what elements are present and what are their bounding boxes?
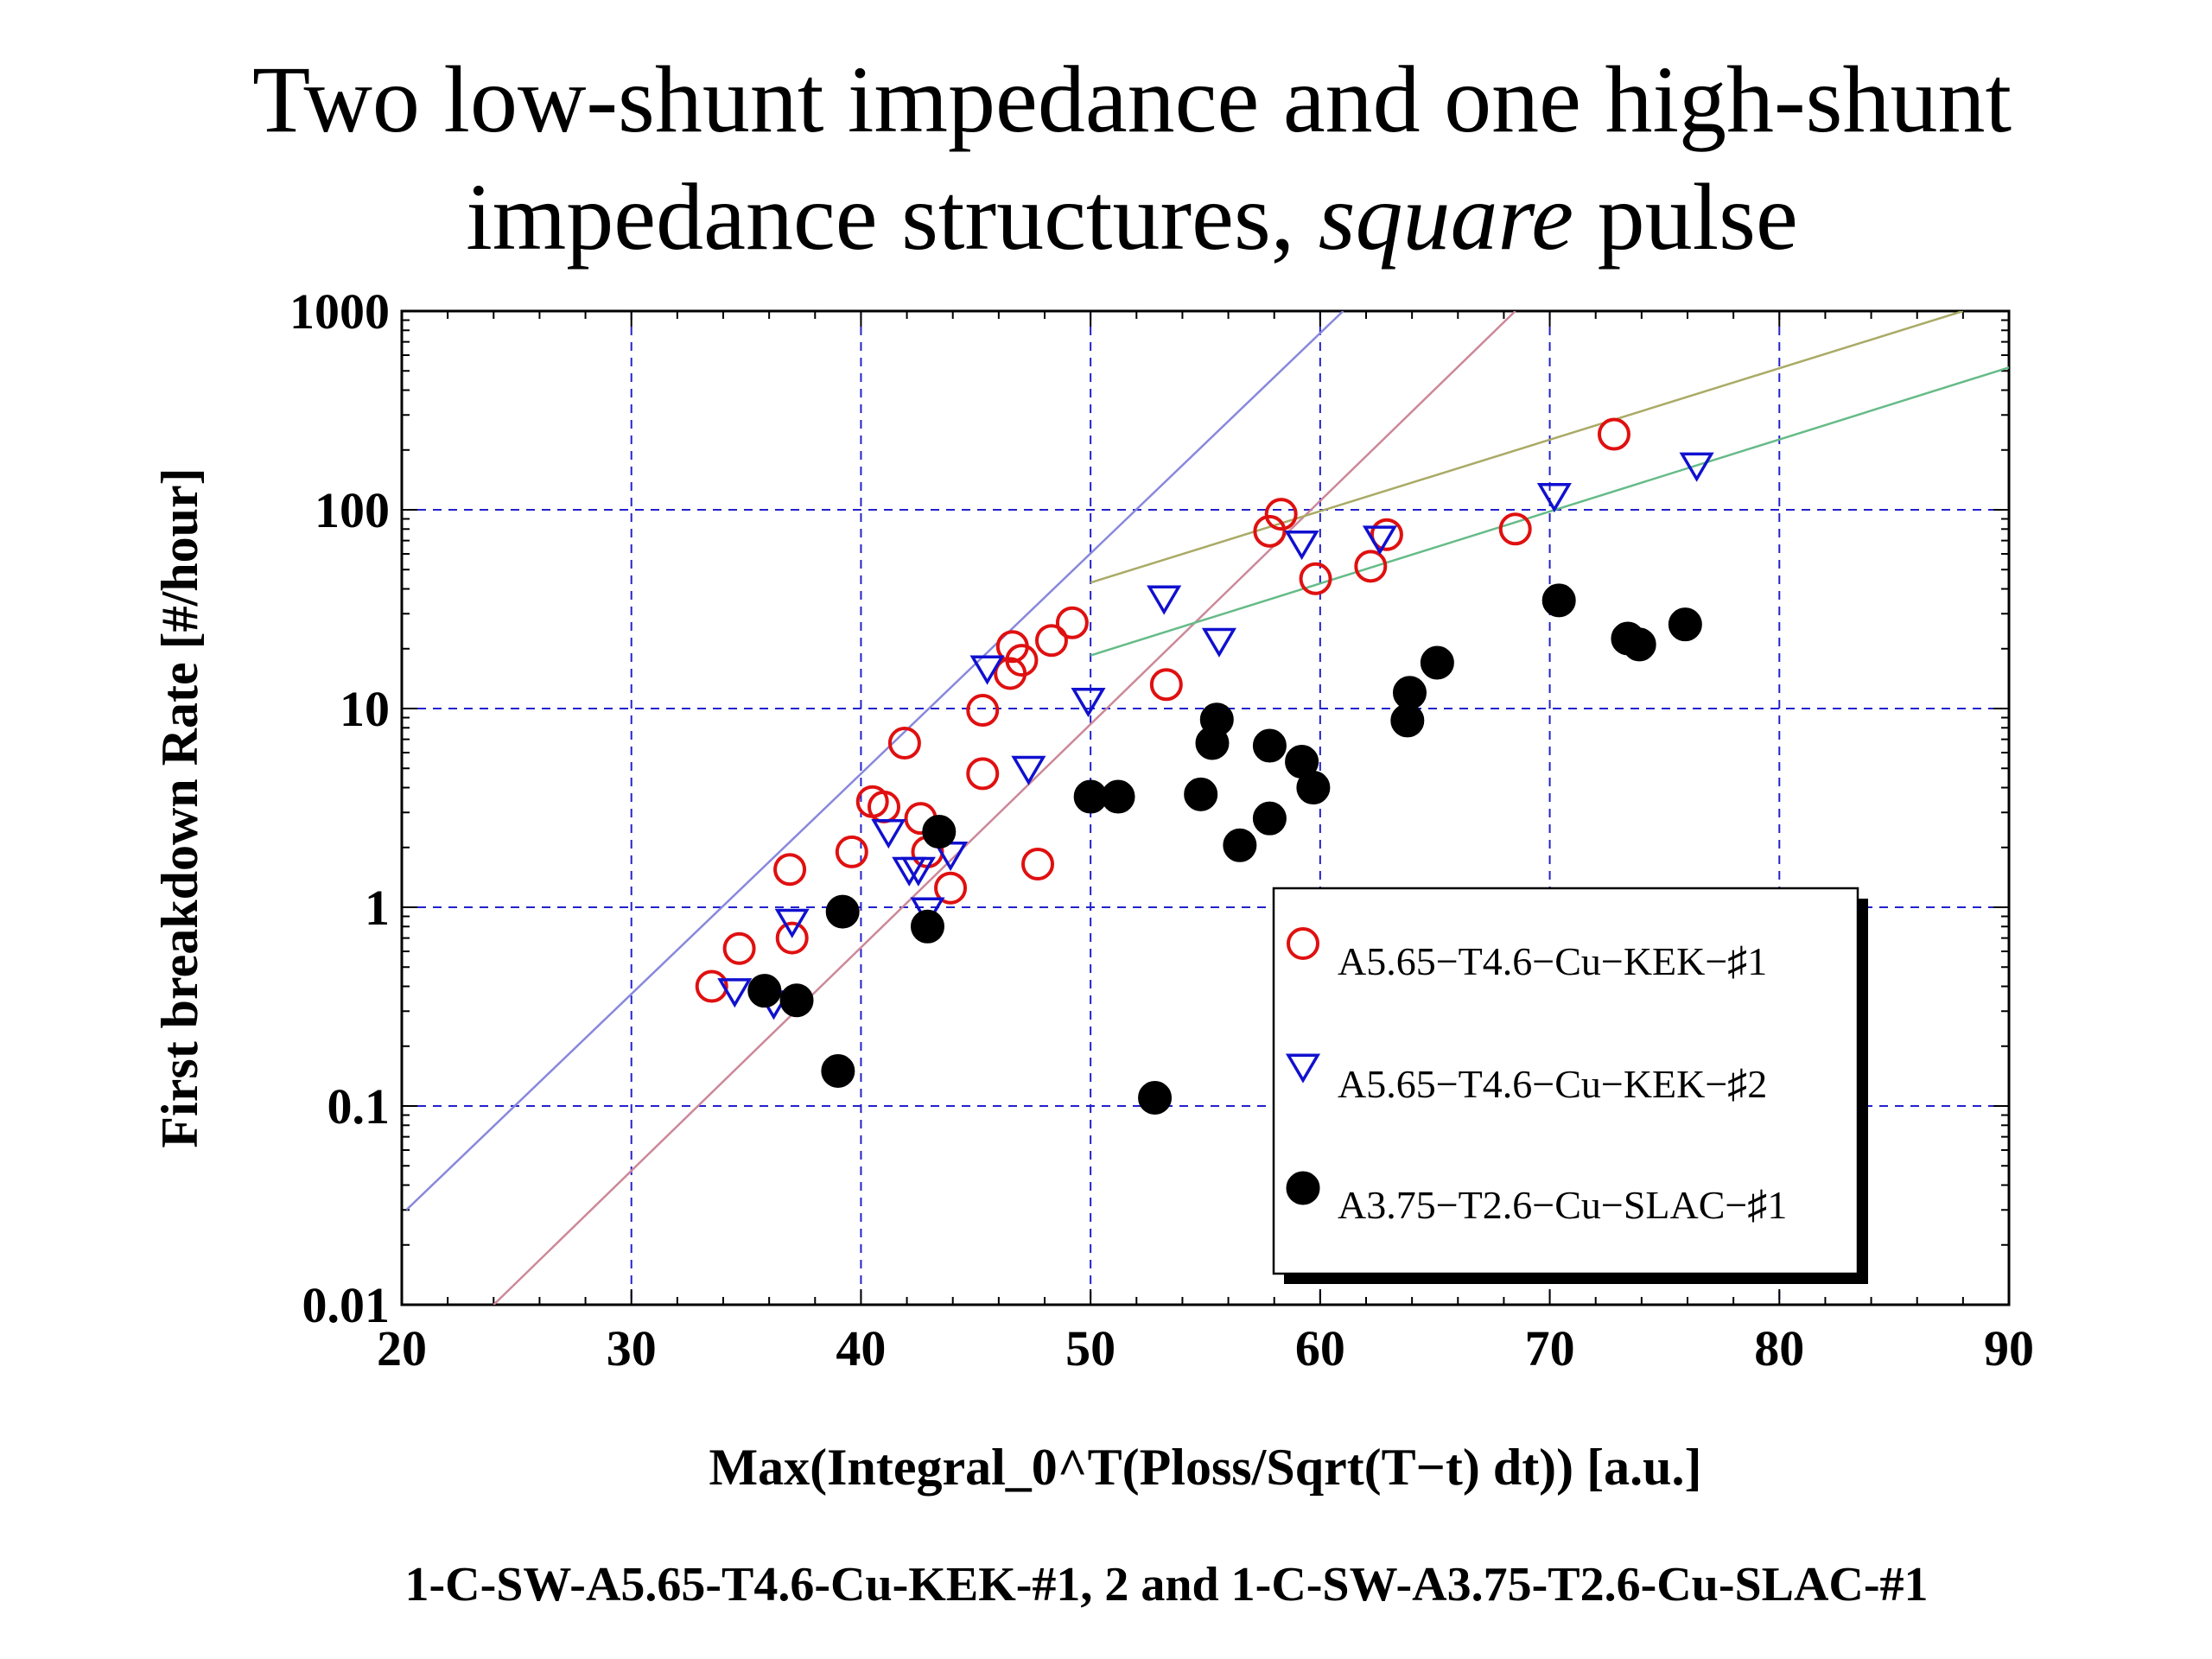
data-point-slac-1: [910, 909, 944, 944]
x-tick-label: 80: [1754, 1320, 1804, 1376]
data-point-kek-1: [722, 931, 756, 965]
y-tick-label: 1: [365, 880, 390, 936]
data-point-kek-1: [1149, 668, 1183, 702]
data-point-kek-2: [717, 978, 753, 1008]
x-tick-label: 40: [836, 1320, 886, 1376]
x-tick-label: 60: [1295, 1320, 1345, 1376]
y-tick-label: 10: [340, 681, 390, 737]
chart-title-line-2: impedance structures, square pulse: [466, 164, 1798, 270]
data-point-kek-1: [1597, 417, 1630, 451]
fit-line: [1090, 366, 2009, 657]
data-point-slac-1: [1184, 777, 1218, 811]
data-point-kek-1: [695, 969, 728, 1003]
data-point-slac-1: [825, 894, 860, 929]
y-tick-label: 0.1: [327, 1078, 391, 1135]
data-point-kek-1: [1253, 514, 1287, 548]
data-point-kek-2: [871, 819, 906, 849]
y-tick-label: 100: [315, 482, 390, 538]
x-tick-label: 20: [377, 1320, 427, 1376]
legend-label-kek-1: A5.65−T4.6−Cu−KEK−♯1: [1338, 939, 1767, 983]
x-tick-label: 50: [1065, 1320, 1116, 1376]
data-point-kek-2: [900, 856, 936, 887]
data-point-kek-1: [1498, 512, 1532, 546]
legend: A5.65−T4.6−Cu−KEK−♯1 A5.65−T4.6−Cu−KEK−♯…: [1272, 887, 1868, 1284]
fit-lines: [405, 311, 2009, 1305]
data-point-kek-2: [1679, 452, 1714, 482]
fit-line: [1090, 311, 1964, 584]
data-point-slac-1: [1223, 828, 1257, 862]
y-tick-label: 0.01: [302, 1277, 391, 1333]
x-tick-label: 30: [607, 1320, 657, 1376]
data-point-kek-1: [966, 694, 1000, 728]
x-axis-label: Max(Integral_0^T(Ploss/Sqrt(T−t) dt)) [a…: [709, 1439, 1702, 1496]
data-point-kek-2: [969, 655, 1005, 685]
title-line-2-italic: square: [1319, 164, 1573, 270]
data-point-slac-1: [821, 1053, 855, 1088]
data-point-kek-1: [1034, 624, 1068, 658]
legend-markers: [1285, 927, 1321, 1205]
chart-title-line-1: Two low-shunt impedance and one high-shu…: [252, 47, 2012, 152]
fit-line: [493, 311, 1516, 1305]
minor-ticks: [401, 311, 2010, 1306]
data-point-slac-1: [1622, 627, 1656, 662]
caption: 1-C-SW-A5.65-T4.6-Cu-KEK-#1, 2 and 1-C-S…: [405, 1558, 1929, 1611]
data-point-slac-1: [1199, 702, 1234, 737]
data-point-kek-1: [966, 757, 1000, 791]
y-axis-tick-labels: 0.01 0.1 1 10 100 1000: [289, 283, 390, 1333]
title-line-2-end: pulse: [1573, 164, 1798, 270]
data-point-slac-1: [779, 983, 814, 1018]
legend-label-kek-2: A5.65−T4.6−Cu−KEK−♯2: [1338, 1062, 1767, 1106]
title-line-2-start: impedance structures,: [466, 164, 1319, 270]
data-point-kek-1: [773, 853, 807, 887]
data-point-kek-1: [835, 835, 868, 868]
data-point-slac-1: [1101, 779, 1135, 814]
data-point-slac-1: [1296, 771, 1331, 805]
data-point-kek-2: [1362, 525, 1398, 556]
data-point-kek-1: [1354, 550, 1388, 583]
legend-marker-slac-1: [1286, 1171, 1320, 1205]
data-point-kek-1: [1264, 498, 1298, 531]
data-point-slac-1: [1252, 728, 1287, 763]
data-markers: [695, 417, 1714, 1115]
y-axis-label: First breakdown Rate [#/hour]: [151, 467, 208, 1147]
data-point-kek-1: [1021, 847, 1055, 880]
data-point-slac-1: [747, 974, 782, 1008]
data-point-kek-2: [774, 908, 810, 938]
data-point-kek-2: [1011, 755, 1046, 785]
legend-marker-kek-1: [1287, 927, 1319, 960]
data-point-slac-1: [922, 815, 957, 849]
data-point-slac-1: [1138, 1080, 1173, 1115]
y-tick-label: 1000: [289, 283, 390, 340]
x-tick-label: 70: [1525, 1320, 1575, 1376]
data-point-kek-2: [1147, 585, 1182, 615]
data-point-slac-1: [1392, 676, 1427, 710]
data-point-slac-1: [1541, 583, 1576, 618]
data-point-kek-1: [1055, 606, 1089, 639]
data-point-kek-1: [887, 727, 921, 760]
data-point-kek-2: [1536, 482, 1572, 513]
data-point-kek-2: [1071, 687, 1106, 718]
legend-marker-kek-2: [1285, 1053, 1321, 1084]
data-point-kek-1: [1299, 562, 1332, 595]
data-point-kek-1: [1370, 518, 1403, 551]
plot-area: [400, 309, 2011, 1306]
legend-box: [1272, 887, 1859, 1275]
fit-line: [405, 311, 1344, 1211]
x-axis-tick-labels: 20 30 40 50 60 70 80 90: [377, 1320, 2034, 1376]
data-point-kek-1: [1005, 644, 1039, 677]
data-point-slac-1: [1420, 645, 1454, 680]
data-point-kek-1: [775, 921, 809, 955]
data-point-kek-1: [934, 871, 968, 905]
x-tick-label: 90: [1984, 1320, 2034, 1376]
legend-label-slac-1: A3.75−T2.6−Cu−SLAC−♯1: [1338, 1183, 1787, 1227]
data-point-kek-2: [1201, 627, 1237, 658]
data-point-slac-1: [1252, 801, 1287, 836]
data-point-kek-2: [1284, 531, 1319, 561]
data-point-slac-1: [1668, 607, 1702, 642]
